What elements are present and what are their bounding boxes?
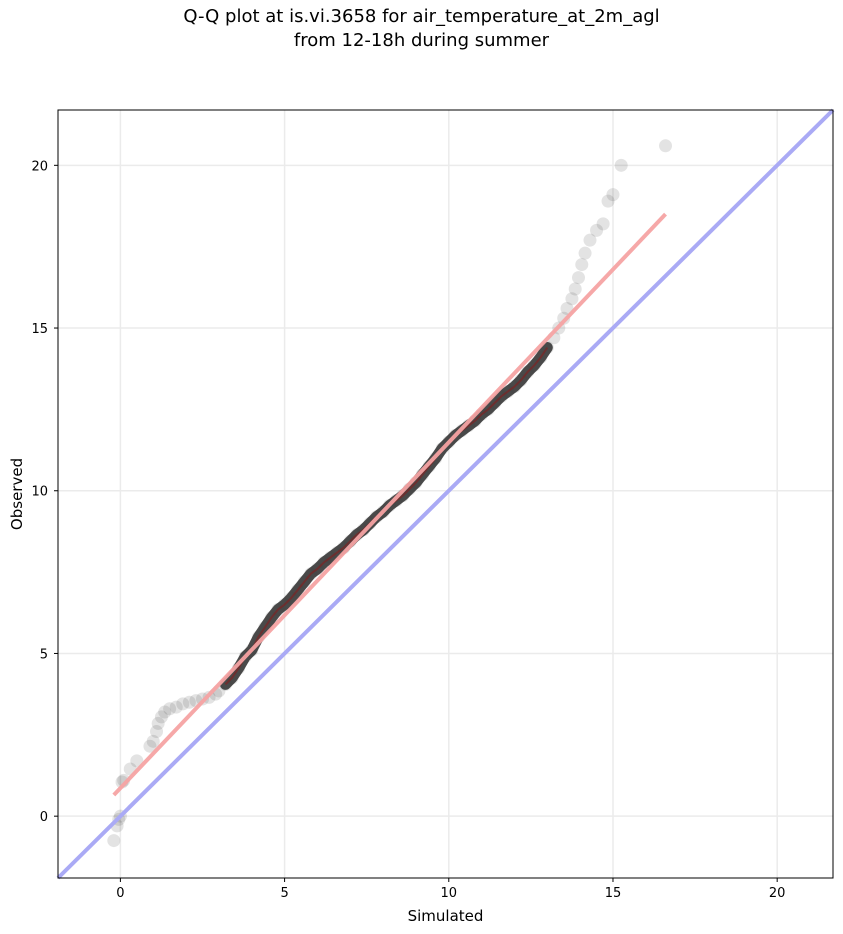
data-points bbox=[107, 139, 673, 848]
data-point bbox=[606, 188, 620, 202]
y-tick-label: 15 bbox=[31, 322, 48, 337]
data-point bbox=[565, 292, 579, 306]
data-point bbox=[107, 834, 121, 848]
reference-lines bbox=[56, 108, 835, 880]
data-point bbox=[614, 158, 628, 172]
x-tick-label: 20 bbox=[769, 886, 786, 901]
data-point bbox=[659, 139, 673, 153]
y-tick-label: 20 bbox=[31, 159, 48, 174]
data-point bbox=[596, 217, 610, 231]
data-point bbox=[150, 725, 164, 739]
identity-line bbox=[56, 108, 835, 880]
grid-lines bbox=[58, 110, 833, 878]
plot-frame bbox=[57, 109, 834, 879]
data-point bbox=[182, 695, 196, 709]
chart-title: Q-Q plot at is.vi.3658 for air_temperatu… bbox=[183, 6, 660, 27]
data-point bbox=[590, 223, 604, 237]
x-tick-label: 0 bbox=[116, 886, 124, 901]
fit-line bbox=[112, 212, 667, 797]
x-tick-label: 15 bbox=[605, 886, 622, 901]
x-tick-label: 5 bbox=[280, 886, 288, 901]
data-point bbox=[130, 754, 144, 768]
data-point bbox=[568, 282, 582, 296]
data-point bbox=[143, 739, 157, 753]
x-tick-label: 10 bbox=[441, 886, 458, 901]
axis-ticks: 0 5 10 15 20 0 5 10 15 20 bbox=[31, 159, 785, 901]
x-axis-label: Simulated bbox=[408, 907, 484, 925]
data-point bbox=[601, 194, 615, 208]
data-point bbox=[151, 716, 165, 730]
data-point bbox=[571, 271, 585, 285]
y-tick-label: 10 bbox=[31, 485, 48, 500]
data-point bbox=[575, 258, 589, 272]
data-point bbox=[583, 233, 597, 247]
data-point bbox=[146, 734, 160, 748]
y-axis-label: Observed bbox=[8, 458, 26, 530]
data-point bbox=[163, 702, 177, 716]
data-point bbox=[578, 246, 592, 260]
data-point bbox=[169, 700, 183, 714]
y-tick-label: 0 bbox=[40, 810, 48, 825]
data-point bbox=[154, 710, 168, 724]
chart-subtitle: from 12-18h during summer bbox=[293, 30, 550, 51]
y-tick-label: 5 bbox=[40, 647, 48, 662]
data-point bbox=[158, 705, 172, 719]
data-point bbox=[176, 697, 190, 711]
